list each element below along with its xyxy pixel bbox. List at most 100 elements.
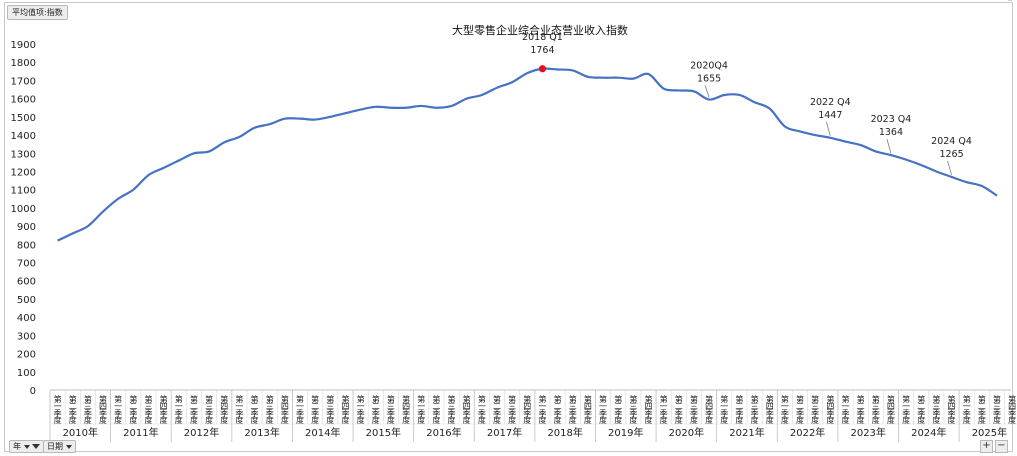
quarter-tick-label: 第四季度 — [765, 394, 774, 425]
quarter-tick-label: 第一季度 — [659, 394, 668, 425]
year-label: 2018年 — [547, 426, 582, 439]
y-tick-label: 1300 — [11, 149, 36, 160]
quarter-tick-label: 第三季度 — [447, 394, 456, 425]
quarter-tick-label: 第二季度 — [735, 394, 744, 425]
y-tick-label: 500 — [17, 295, 36, 306]
quarter-tick-label: 第三季度 — [689, 394, 698, 425]
annotation-period: 2018 Q1 — [522, 32, 563, 43]
y-tick-label: 1800 — [11, 58, 36, 69]
annotation-leader — [886, 138, 892, 154]
quarter-tick-label: 第二季度 — [917, 394, 926, 425]
quarter-tick-label: 第一季度 — [296, 394, 305, 425]
quarter-tick-label: 第三季度 — [993, 394, 1002, 425]
y-tick-label: 100 — [17, 368, 36, 379]
quarter-tick-label: 第二季度 — [553, 394, 562, 425]
value-field-label: 平均值项:指数 — [12, 8, 63, 17]
quarter-tick-label: 第四季度 — [280, 394, 289, 425]
y-tick-label: 200 — [17, 350, 36, 361]
y-axis: 0 100 200 300 400 500 600 700 800 900 1000 1100 1200… — [11, 40, 36, 397]
quarter-tick-label: 第三季度 — [144, 394, 153, 425]
quarter-tick-label: 第四季度 — [644, 394, 653, 425]
y-tick-label: 600 — [17, 277, 36, 288]
year-label: 2025年 — [972, 426, 1007, 439]
annotations: 2018 Q1 1764 2020Q4 1655 2022 Q4 1447 2023 Q4 1… — [522, 0, 1017, 176]
year-field-button[interactable]: 年 — [9, 440, 44, 453]
y-tick-label: 1400 — [11, 131, 36, 142]
quarter-tick-label: 第四季度 — [159, 394, 168, 425]
quarter-tick-label: 第四季度 — [947, 394, 956, 425]
quarter-tick-label: 第二季度 — [129, 394, 138, 425]
y-tick-label: 400 — [17, 313, 36, 324]
year-field-label: 年 — [13, 442, 21, 451]
y-tick-label: 0 — [30, 386, 36, 397]
plot-area — [57, 65, 998, 242]
quarter-tick-label: 第二季度 — [492, 394, 501, 425]
y-tick-label: 900 — [17, 222, 36, 233]
quarter-tick-label: 第一季度 — [902, 394, 911, 425]
quarter-tick-label: 第三季度 — [932, 394, 941, 425]
plus-icon: + — [982, 440, 991, 451]
year-label: 2013年 — [244, 426, 279, 439]
quarter-tick-label: 第四季度 — [99, 394, 108, 425]
quarter-tick-label: 第四季度 — [1008, 394, 1017, 425]
filter-icon — [32, 444, 40, 449]
quarter-tick-label: 第三季度 — [629, 394, 638, 425]
quarter-tick-label: 第三季度 — [871, 394, 880, 425]
year-label: 2012年 — [184, 426, 219, 439]
year-label: 2016年 — [426, 426, 461, 439]
quarter-tick-label: 第一季度 — [599, 394, 608, 425]
year-label: 2010年 — [63, 426, 98, 439]
quarter-tick-label: 第一季度 — [53, 394, 62, 425]
annotation-leader — [947, 160, 952, 176]
quarter-tick-label: 第三季度 — [326, 394, 335, 425]
chevron-down-icon — [66, 444, 72, 449]
highlight-point — [538, 65, 547, 73]
quarter-tick-label: 第二季度 — [311, 394, 320, 425]
quarter-tick-label: 第三季度 — [508, 394, 517, 425]
quarter-tick-label: 第三季度 — [750, 394, 759, 425]
y-tick-label: 1600 — [11, 95, 36, 106]
expand-field-button[interactable]: + — [980, 440, 993, 453]
date-field-label: 日期 — [47, 442, 63, 451]
quarter-tick-label: 第一季度 — [538, 394, 547, 425]
quarter-tick-label: 第一季度 — [417, 394, 426, 425]
quarter-tick-label: 第一季度 — [780, 394, 789, 425]
quarter-tick-label: 第一季度 — [174, 394, 183, 425]
quarter-tick-label: 第二季度 — [68, 394, 77, 425]
year-label: 2015年 — [366, 426, 401, 439]
quarter-tick-label: 第四季度 — [341, 394, 350, 425]
annotation-leader — [825, 121, 831, 136]
annotation-value: 1655 — [697, 74, 721, 85]
year-label: 2022年 — [790, 426, 825, 439]
quarter-tick-label: 第一季度 — [477, 394, 486, 425]
annotation-period: 2020Q4 — [690, 61, 728, 72]
annotation-period: 2025Q4 — [993, 0, 1017, 3]
quarter-tick-label: 第四季度 — [402, 394, 411, 425]
quarter-tick-label: 第二季度 — [614, 394, 623, 425]
chart-title: 大型零售企业综合业态营业收入指数 — [452, 23, 628, 37]
annotation-value: 1447 — [818, 110, 842, 121]
year-label: 2020年 — [669, 426, 704, 439]
quarter-tick-label: 第二季度 — [432, 394, 441, 425]
chevron-down-icon — [24, 444, 30, 449]
quarter-tick-label: 第三季度 — [811, 394, 820, 425]
y-tick-label: 1000 — [11, 204, 36, 215]
y-tick-label: 300 — [17, 331, 36, 342]
year-label: 2014年 — [305, 426, 340, 439]
year-label: 2019年 — [608, 426, 643, 439]
value-field-button[interactable]: 平均值项:指数 — [7, 5, 68, 20]
quarter-tick-label: 第一季度 — [235, 394, 244, 425]
collapse-field-button[interactable]: − — [995, 440, 1008, 453]
quarter-tick-label: 第四季度 — [220, 394, 229, 425]
y-tick-label: 1200 — [11, 167, 36, 178]
year-label: 2021年 — [729, 426, 764, 439]
quarter-tick-label: 第二季度 — [856, 394, 865, 425]
annotation-value: 1141 — [1000, 0, 1017, 3]
date-field-button[interactable]: 日期 — [43, 440, 76, 453]
quarter-tick-label: 第三季度 — [386, 394, 395, 425]
year-label: 2023年 — [850, 426, 885, 439]
y-tick-label: 1700 — [11, 76, 36, 87]
year-label: 2024年 — [911, 426, 946, 439]
quarter-tick-label: 第二季度 — [674, 394, 683, 425]
